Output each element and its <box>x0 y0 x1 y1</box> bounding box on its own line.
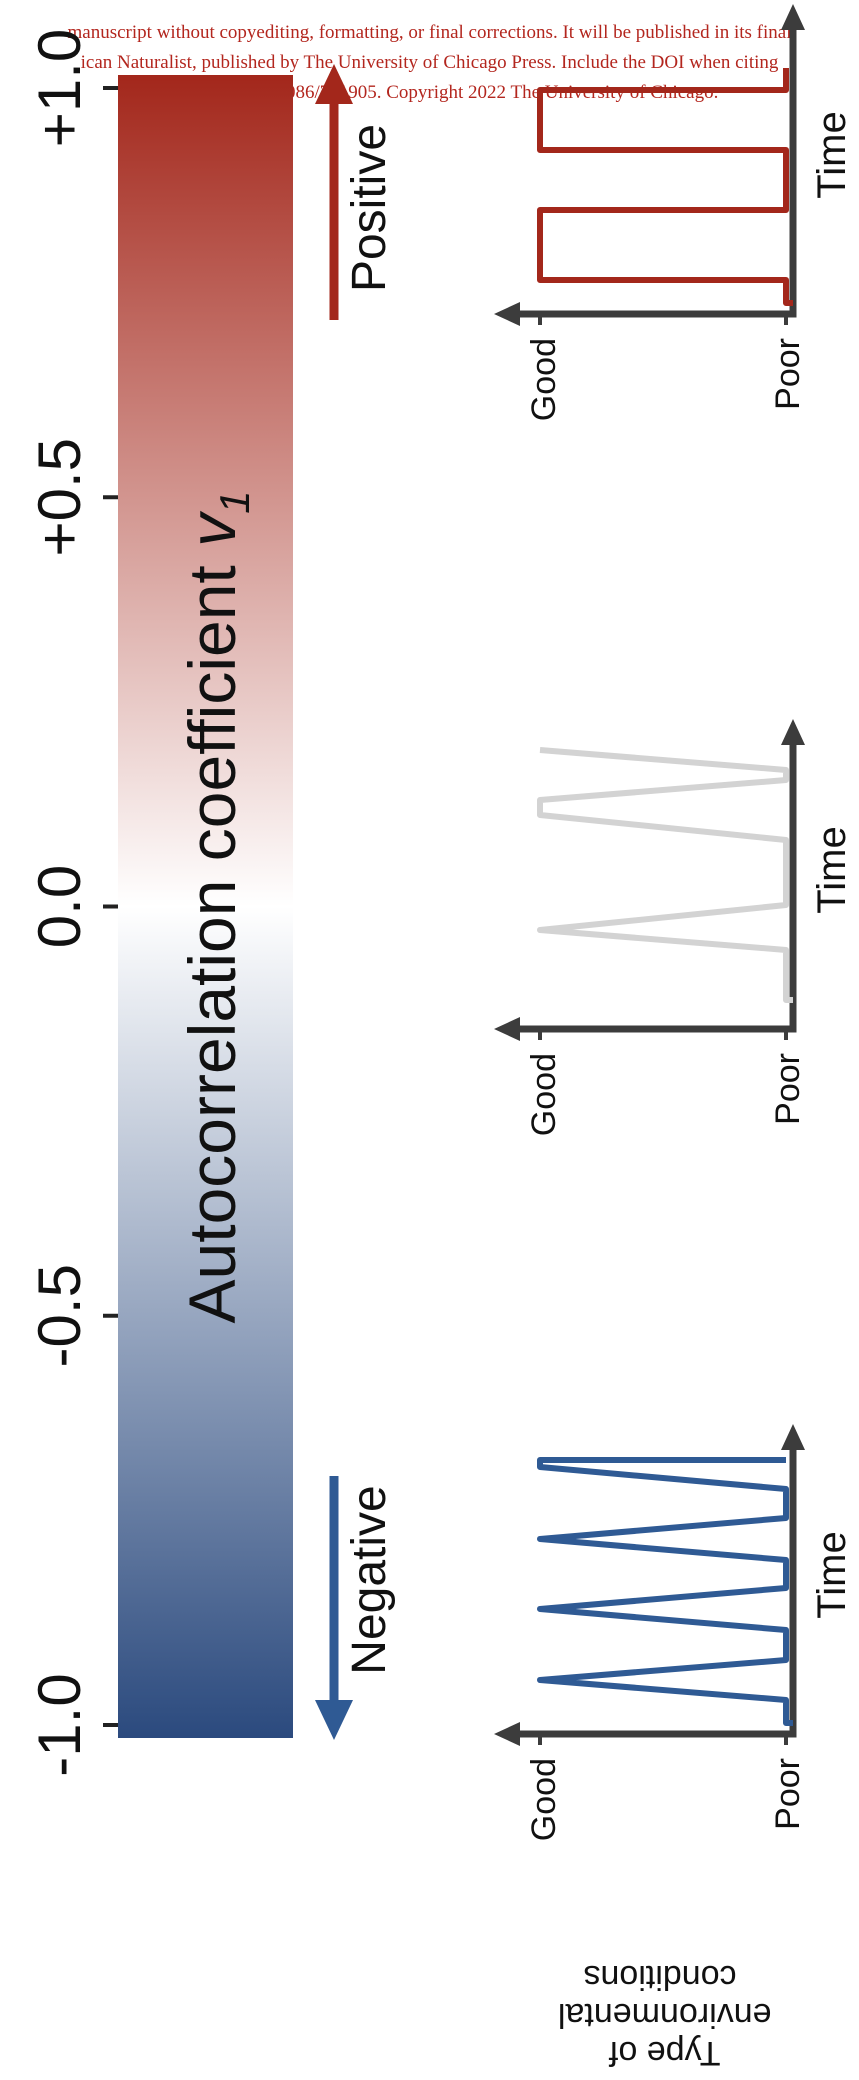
time-label: Time <box>810 111 854 198</box>
environment-series-negative <box>537 1457 793 1726</box>
colorbar-tick-label: -1.0 <box>26 1673 93 1776</box>
condition-axis-arrowhead <box>494 1722 520 1746</box>
time-axis-arrowhead <box>781 1424 805 1450</box>
panel-axes <box>510 1437 797 1738</box>
colorbar-title: Autocorrelation coefficient v1 <box>175 491 258 1324</box>
poor-label: Poor <box>769 338 807 410</box>
environment-panel-positive: Good Poor Time <box>494 4 854 421</box>
colorbar-title-text: Autocorrelation coefficient <box>175 547 249 1324</box>
negative-arrow-head <box>315 1700 353 1740</box>
time-label: Time <box>810 1531 854 1618</box>
row-label-line-2: environmental <box>558 1996 772 2034</box>
time-axis-arrowhead <box>781 4 805 30</box>
good-label: Good <box>525 338 563 421</box>
poor-label: Poor <box>769 1053 807 1125</box>
environment-panel-negative: Good Poor Time <box>494 1424 854 1841</box>
watermark-line-2: ican Naturalist, published by The Univer… <box>80 52 779 73</box>
colorbar-title-symbol: v <box>175 510 249 547</box>
colorbar-title-subscript: 1 <box>211 491 258 514</box>
condition-axis-arrowhead <box>494 1017 520 1041</box>
environment-panel-zero: Good Poor Time <box>494 719 854 1136</box>
panel-axes <box>510 732 797 1033</box>
colorbar-tick-label: -0.5 <box>26 1264 93 1367</box>
good-label: Good <box>525 1053 563 1136</box>
colorbar-tick-label: 0.0 <box>26 865 93 948</box>
negative-arrow: Negative <box>315 1476 396 1740</box>
colorbar: -1.0 -0.5 0.0 +0.5 +1.0 Autocorrelation coef… <box>26 29 293 1777</box>
row-label: Type of environmental conditions <box>548 1958 771 2072</box>
environment-panels: Good Poor Time Good Poor Time Good Poor Time <box>494 4 854 1841</box>
positive-arrow: Positive <box>315 64 396 320</box>
environment-series-positive <box>537 68 793 306</box>
row-label-line-3: conditions <box>583 1958 736 1996</box>
colorbar-tick-label: +1.0 <box>26 29 93 147</box>
time-axis-arrowhead <box>781 719 805 745</box>
watermark-line-1: manuscript without copyediting, formatti… <box>67 22 792 43</box>
positive-arrow-label: Positive <box>343 124 396 292</box>
positive-arrow-head <box>315 64 353 104</box>
environment-series-zero <box>537 747 793 1003</box>
row-label-line-1: Type of <box>608 2034 720 2072</box>
time-label: Time <box>810 826 854 913</box>
good-label: Good <box>525 1758 563 1841</box>
poor-label: Poor <box>769 1758 807 1830</box>
colorbar-gradient <box>118 75 293 1738</box>
negative-arrow-label: Negative <box>343 1485 396 1674</box>
condition-axis-arrowhead <box>494 302 520 326</box>
colorbar-tick-label: +0.5 <box>26 438 93 556</box>
panel-axes <box>510 17 797 318</box>
